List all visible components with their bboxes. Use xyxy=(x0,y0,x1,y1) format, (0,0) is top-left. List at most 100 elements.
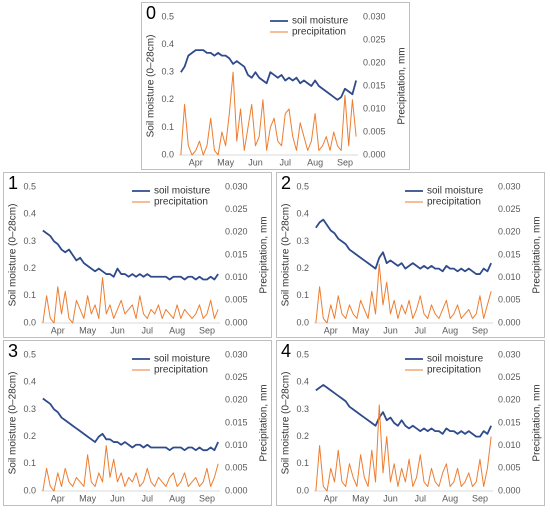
y-tick-label: 0.2 xyxy=(296,431,309,441)
y2-tick-label: 0.010 xyxy=(363,103,386,113)
x-tick-label: Aug xyxy=(169,493,185,503)
y2-tick-label: 0.030 xyxy=(498,349,521,359)
panel: 1 0.0 0.1 0.2 0.3 0.4 0.5 0.000 0.005 0.010 0.015 0… xyxy=(3,172,272,338)
x-tick-label: Jul xyxy=(280,157,292,167)
panel: 0 0.0 0.1 0.2 0.3 0.4 0.5 0.000 0.005 0.010 0.015 0… xyxy=(141,2,410,170)
y-tick-label: 0.2 xyxy=(23,263,36,273)
y2-tick-label: 0.020 xyxy=(225,395,248,405)
panel: 4 0.0 0.1 0.2 0.3 0.4 0.5 0.000 0.005 0.010 0.015 0… xyxy=(276,340,545,506)
y2-tick-label: 0.010 xyxy=(225,272,248,282)
y-tick-label: 0.5 xyxy=(23,349,36,359)
y-tick-label: 0.1 xyxy=(161,122,174,132)
x-tick-label: Jun xyxy=(383,493,398,503)
series-line xyxy=(42,397,219,452)
x-tick-label: Jun xyxy=(110,493,125,503)
panel-label: 1 xyxy=(8,173,18,193)
legend-label: soil moisture xyxy=(154,354,211,365)
y2-tick-label: 0.020 xyxy=(225,227,248,237)
legend-label: precipitation xyxy=(427,365,481,376)
y-axis-title: Soil moisture (0–28cm) xyxy=(146,35,157,138)
x-tick-label: Apr xyxy=(51,493,65,503)
y-tick-label: 0.0 xyxy=(296,485,309,495)
y2-tick-label: 0.010 xyxy=(498,272,521,282)
y2-tick-label: 0.030 xyxy=(363,11,386,21)
y2-tick-label: 0.030 xyxy=(498,181,521,191)
x-tick-label: Jun xyxy=(248,157,263,167)
panel-label: 0 xyxy=(146,3,156,23)
y-tick-label: 0.1 xyxy=(296,458,309,468)
y-tick-label: 0.2 xyxy=(23,431,36,441)
y-tick-label: 0.0 xyxy=(161,149,174,159)
x-tick-label: Sep xyxy=(199,325,215,335)
panel-label: 4 xyxy=(281,341,291,361)
y-tick-label: 0.5 xyxy=(161,11,174,21)
y-axis-title: Soil moisture (0–28cm) xyxy=(281,372,292,475)
x-tick-label: Aug xyxy=(307,157,323,167)
panel-label: 3 xyxy=(8,341,18,361)
y-axis-title: Soil moisture (0–28cm) xyxy=(8,204,19,307)
y-tick-label: 0.3 xyxy=(23,404,36,414)
legend-label: soil moisture xyxy=(154,186,211,197)
x-tick-label: Apr xyxy=(324,325,338,335)
x-tick-label: Sep xyxy=(199,493,215,503)
y-tick-label: 0.1 xyxy=(296,290,309,300)
legend-label: precipitation xyxy=(154,197,208,208)
x-tick-label: Aug xyxy=(442,325,458,335)
y2-tick-label: 0.015 xyxy=(363,80,386,90)
series-line xyxy=(42,229,219,281)
y2-tick-label: 0.015 xyxy=(225,417,248,427)
x-tick-label: Jun xyxy=(110,325,125,335)
y2-tick-label: 0.020 xyxy=(498,395,521,405)
x-tick-label: Apr xyxy=(324,493,338,503)
y2-tick-label: 0.025 xyxy=(498,372,521,382)
y-tick-label: 0.1 xyxy=(23,290,36,300)
legend-label: precipitation xyxy=(154,365,208,376)
panel-frame xyxy=(276,340,545,506)
x-tick-label: Jun xyxy=(383,325,398,335)
series-line xyxy=(315,218,492,275)
series-line xyxy=(42,445,219,492)
panel: 2 0.0 0.1 0.2 0.3 0.4 0.5 0.000 0.005 0.010 0.015 0… xyxy=(276,172,545,338)
y2-tick-label: 0.015 xyxy=(225,249,248,259)
y2-tick-label: 0.015 xyxy=(498,249,521,259)
legend-label: precipitation xyxy=(292,27,346,38)
y2-tick-label: 0.025 xyxy=(363,34,386,44)
y2-tick-label: 0.005 xyxy=(225,463,248,473)
y2-axis-title: Precipitation, mm xyxy=(532,216,543,293)
y2-tick-label: 0.020 xyxy=(363,57,386,67)
y-tick-label: 0.3 xyxy=(296,236,309,246)
y-tick-label: 0.0 xyxy=(296,317,309,327)
legend-label: soil moisture xyxy=(427,354,484,365)
panel-frame xyxy=(141,2,410,170)
y2-tick-label: 0.000 xyxy=(225,317,248,327)
series-line xyxy=(315,384,492,438)
x-tick-label: May xyxy=(79,493,97,503)
y2-tick-label: 0.000 xyxy=(498,485,521,495)
y2-axis-title: Precipitation, mm xyxy=(259,216,270,293)
y2-tick-label: 0.005 xyxy=(498,463,521,473)
y-tick-label: 0.4 xyxy=(23,209,36,219)
y2-tick-label: 0.025 xyxy=(498,204,521,214)
x-tick-label: May xyxy=(217,157,235,167)
legend-label: precipitation xyxy=(427,197,481,208)
y2-tick-label: 0.025 xyxy=(225,204,248,214)
x-tick-label: Aug xyxy=(169,325,185,335)
y2-axis-title: Precipitation, mm xyxy=(397,47,408,124)
x-tick-label: May xyxy=(352,493,370,503)
x-tick-label: Jul xyxy=(142,493,154,503)
panel-label: 2 xyxy=(281,173,291,193)
y-tick-label: 0.0 xyxy=(23,317,36,327)
series-line xyxy=(42,277,219,324)
x-tick-label: Sep xyxy=(337,157,353,167)
y-axis-title: Soil moisture (0–28cm) xyxy=(281,204,292,307)
y2-tick-label: 0.005 xyxy=(225,295,248,305)
y2-tick-label: 0.000 xyxy=(225,485,248,495)
y2-tick-label: 0.005 xyxy=(498,295,521,305)
series-line xyxy=(315,263,492,324)
y2-tick-label: 0.000 xyxy=(498,317,521,327)
y-tick-label: 0.4 xyxy=(161,39,174,49)
x-tick-label: Jul xyxy=(415,325,427,335)
x-tick-label: Sep xyxy=(472,493,488,503)
